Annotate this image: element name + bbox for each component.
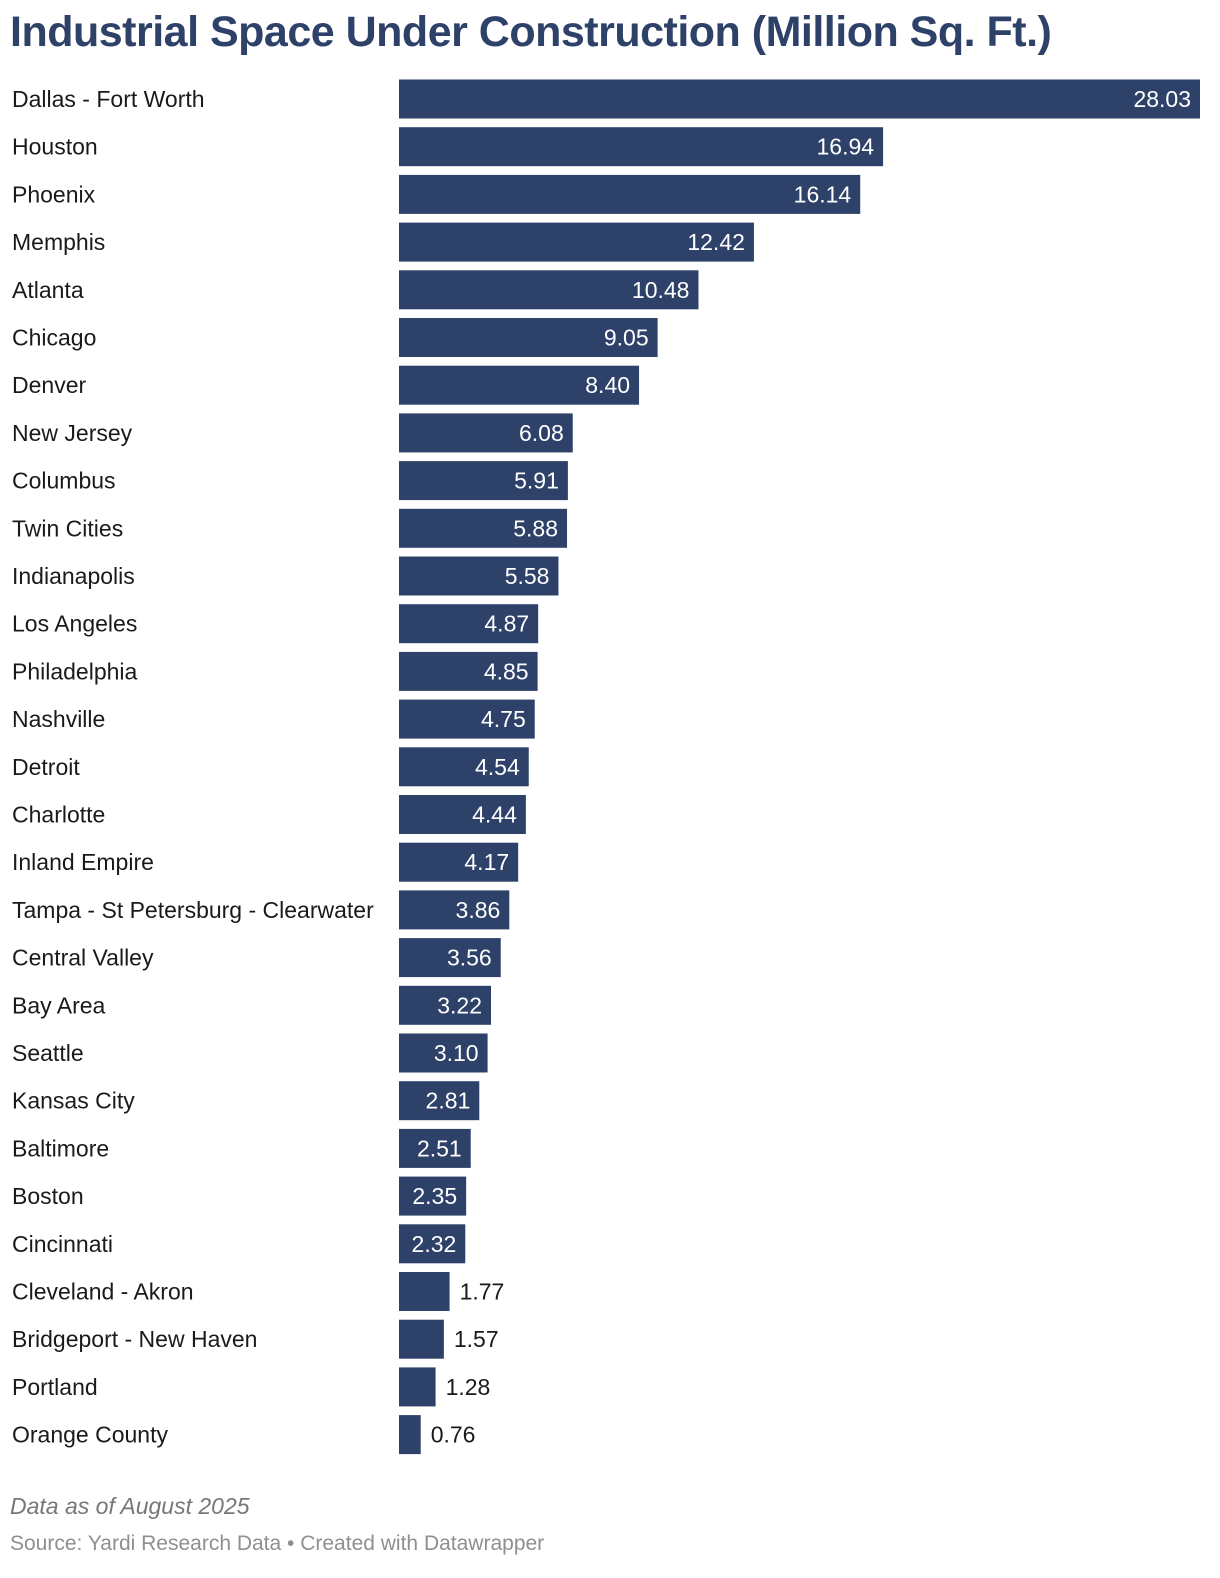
category-label-detroit: Detroit	[12, 754, 80, 780]
category-label-inland-empire: Inland Empire	[12, 849, 154, 875]
value-label-bay-area: 3.22	[437, 992, 482, 1018]
bar-twin-cities	[399, 508, 568, 548]
bar-bridgeport-new-haven	[399, 1319, 444, 1359]
category-label-nashville: Nashville	[12, 706, 105, 732]
bar-cleveland-akron	[399, 1272, 450, 1311]
category-label-phoenix: Phoenix	[12, 181, 96, 207]
value-label-los-angeles: 4.87	[484, 611, 529, 637]
category-label-los-angeles: Los Angeles	[12, 611, 137, 637]
value-label-seattle: 3.10	[434, 1040, 479, 1066]
category-label-central-valley: Central Valley	[12, 945, 154, 971]
category-label-dallas-fort-worth: Dallas - Fort Worth	[12, 86, 205, 112]
value-label-orange-county: 0.76	[431, 1422, 476, 1448]
bar-denver	[399, 365, 640, 405]
category-label-denver: Denver	[12, 372, 86, 398]
bar-dallas-fort-worth	[399, 79, 1200, 119]
bar-philadelphia	[399, 651, 538, 691]
value-label-memphis: 12.42	[687, 229, 745, 255]
value-label-chicago: 9.05	[604, 325, 649, 351]
category-label-bridgeport-new-haven: Bridgeport - New Haven	[12, 1326, 257, 1352]
category-label-houston: Houston	[12, 134, 98, 160]
value-label-detroit: 4.54	[475, 754, 520, 780]
bar-memphis	[399, 222, 754, 262]
bar-chart: Dallas - Fort Worth 28.03 Houston 16.94 Phoe…	[12, 79, 1200, 1455]
value-label-inland-empire: 4.17	[464, 849, 509, 875]
bar-central-valley	[399, 938, 501, 978]
bar-tampa-st-petersburg-clearwater	[399, 890, 510, 930]
category-label-memphis: Memphis	[12, 229, 105, 255]
bar-baltimore	[399, 1128, 471, 1168]
category-label-kansas-city: Kansas City	[12, 1088, 135, 1114]
category-label-boston: Boston	[12, 1183, 84, 1209]
bar-nashville	[399, 699, 535, 739]
value-label-boston: 2.35	[412, 1183, 457, 1209]
value-label-twin-cities: 5.88	[513, 515, 558, 541]
category-label-charlotte: Charlotte	[12, 802, 105, 828]
value-label-philadelphia: 4.85	[484, 658, 529, 684]
category-label-twin-cities: Twin Cities	[12, 515, 123, 541]
category-label-new-jersey: New Jersey	[12, 420, 133, 446]
bar-chicago	[399, 318, 658, 357]
bar-seattle	[399, 1033, 488, 1073]
value-label-new-jersey: 6.08	[519, 420, 564, 446]
category-label-portland: Portland	[12, 1374, 98, 1400]
category-label-bay-area: Bay Area	[12, 992, 106, 1018]
value-label-nashville: 4.75	[481, 706, 526, 732]
value-label-phoenix: 16.14	[794, 181, 852, 207]
bar-indianapolis	[399, 556, 559, 596]
bar-detroit	[399, 747, 529, 787]
chart-source: Source: Yardi Research Data • Created wi…	[10, 1532, 545, 1555]
bar-charlotte	[399, 795, 526, 834]
category-label-chicago: Chicago	[12, 325, 96, 351]
category-label-philadelphia: Philadelphia	[12, 658, 138, 684]
bar-phoenix	[399, 174, 861, 214]
chart-note: Data as of August 2025	[10, 1493, 250, 1519]
bar-columbus	[399, 461, 568, 501]
value-label-charlotte: 4.44	[472, 802, 517, 828]
bar-kansas-city	[399, 1081, 480, 1121]
bar-new-jersey	[399, 413, 573, 453]
value-label-columbus: 5.91	[514, 468, 559, 494]
bar-cincinnati	[399, 1224, 466, 1264]
category-label-baltimore: Baltimore	[12, 1135, 109, 1161]
bar-boston	[399, 1176, 467, 1216]
value-label-cincinnati: 2.32	[412, 1231, 457, 1257]
chart-title: Industrial Space Under Construction (Mil…	[10, 8, 1052, 56]
category-label-orange-county: Orange County	[12, 1422, 168, 1448]
value-label-central-valley: 3.56	[447, 945, 492, 971]
category-label-tampa-st-petersburg-clearwater: Tampa - St Petersburg - Clearwater	[12, 897, 374, 923]
category-label-indianapolis: Indianapolis	[12, 563, 135, 589]
bar-inland-empire	[399, 842, 519, 882]
value-label-portland: 1.28	[446, 1374, 491, 1400]
bar-los-angeles	[399, 604, 539, 644]
bar-portland	[399, 1367, 436, 1407]
bar-houston	[399, 127, 884, 167]
value-label-houston: 16.94	[817, 134, 875, 160]
category-label-cincinnati: Cincinnati	[12, 1231, 113, 1257]
category-label-columbus: Columbus	[12, 468, 116, 494]
category-label-cleveland-akron: Cleveland - Akron	[12, 1279, 194, 1305]
value-label-kansas-city: 2.81	[426, 1088, 471, 1114]
category-label-atlanta: Atlanta	[12, 277, 84, 303]
value-label-cleveland-akron: 1.77	[460, 1279, 505, 1305]
value-label-tampa-st-petersburg-clearwater: 3.86	[456, 897, 501, 923]
bar-bay-area	[399, 985, 492, 1025]
category-label-seattle: Seattle	[12, 1040, 84, 1066]
bar-atlanta	[399, 270, 699, 310]
value-label-denver: 8.40	[585, 372, 630, 398]
value-label-baltimore: 2.51	[417, 1135, 462, 1161]
value-label-atlanta: 10.48	[632, 277, 690, 303]
value-label-dallas-fort-worth: 28.03	[1133, 86, 1191, 112]
bar-orange-county	[399, 1415, 421, 1455]
value-label-indianapolis: 5.58	[505, 563, 550, 589]
value-label-bridgeport-new-haven: 1.57	[454, 1326, 499, 1352]
